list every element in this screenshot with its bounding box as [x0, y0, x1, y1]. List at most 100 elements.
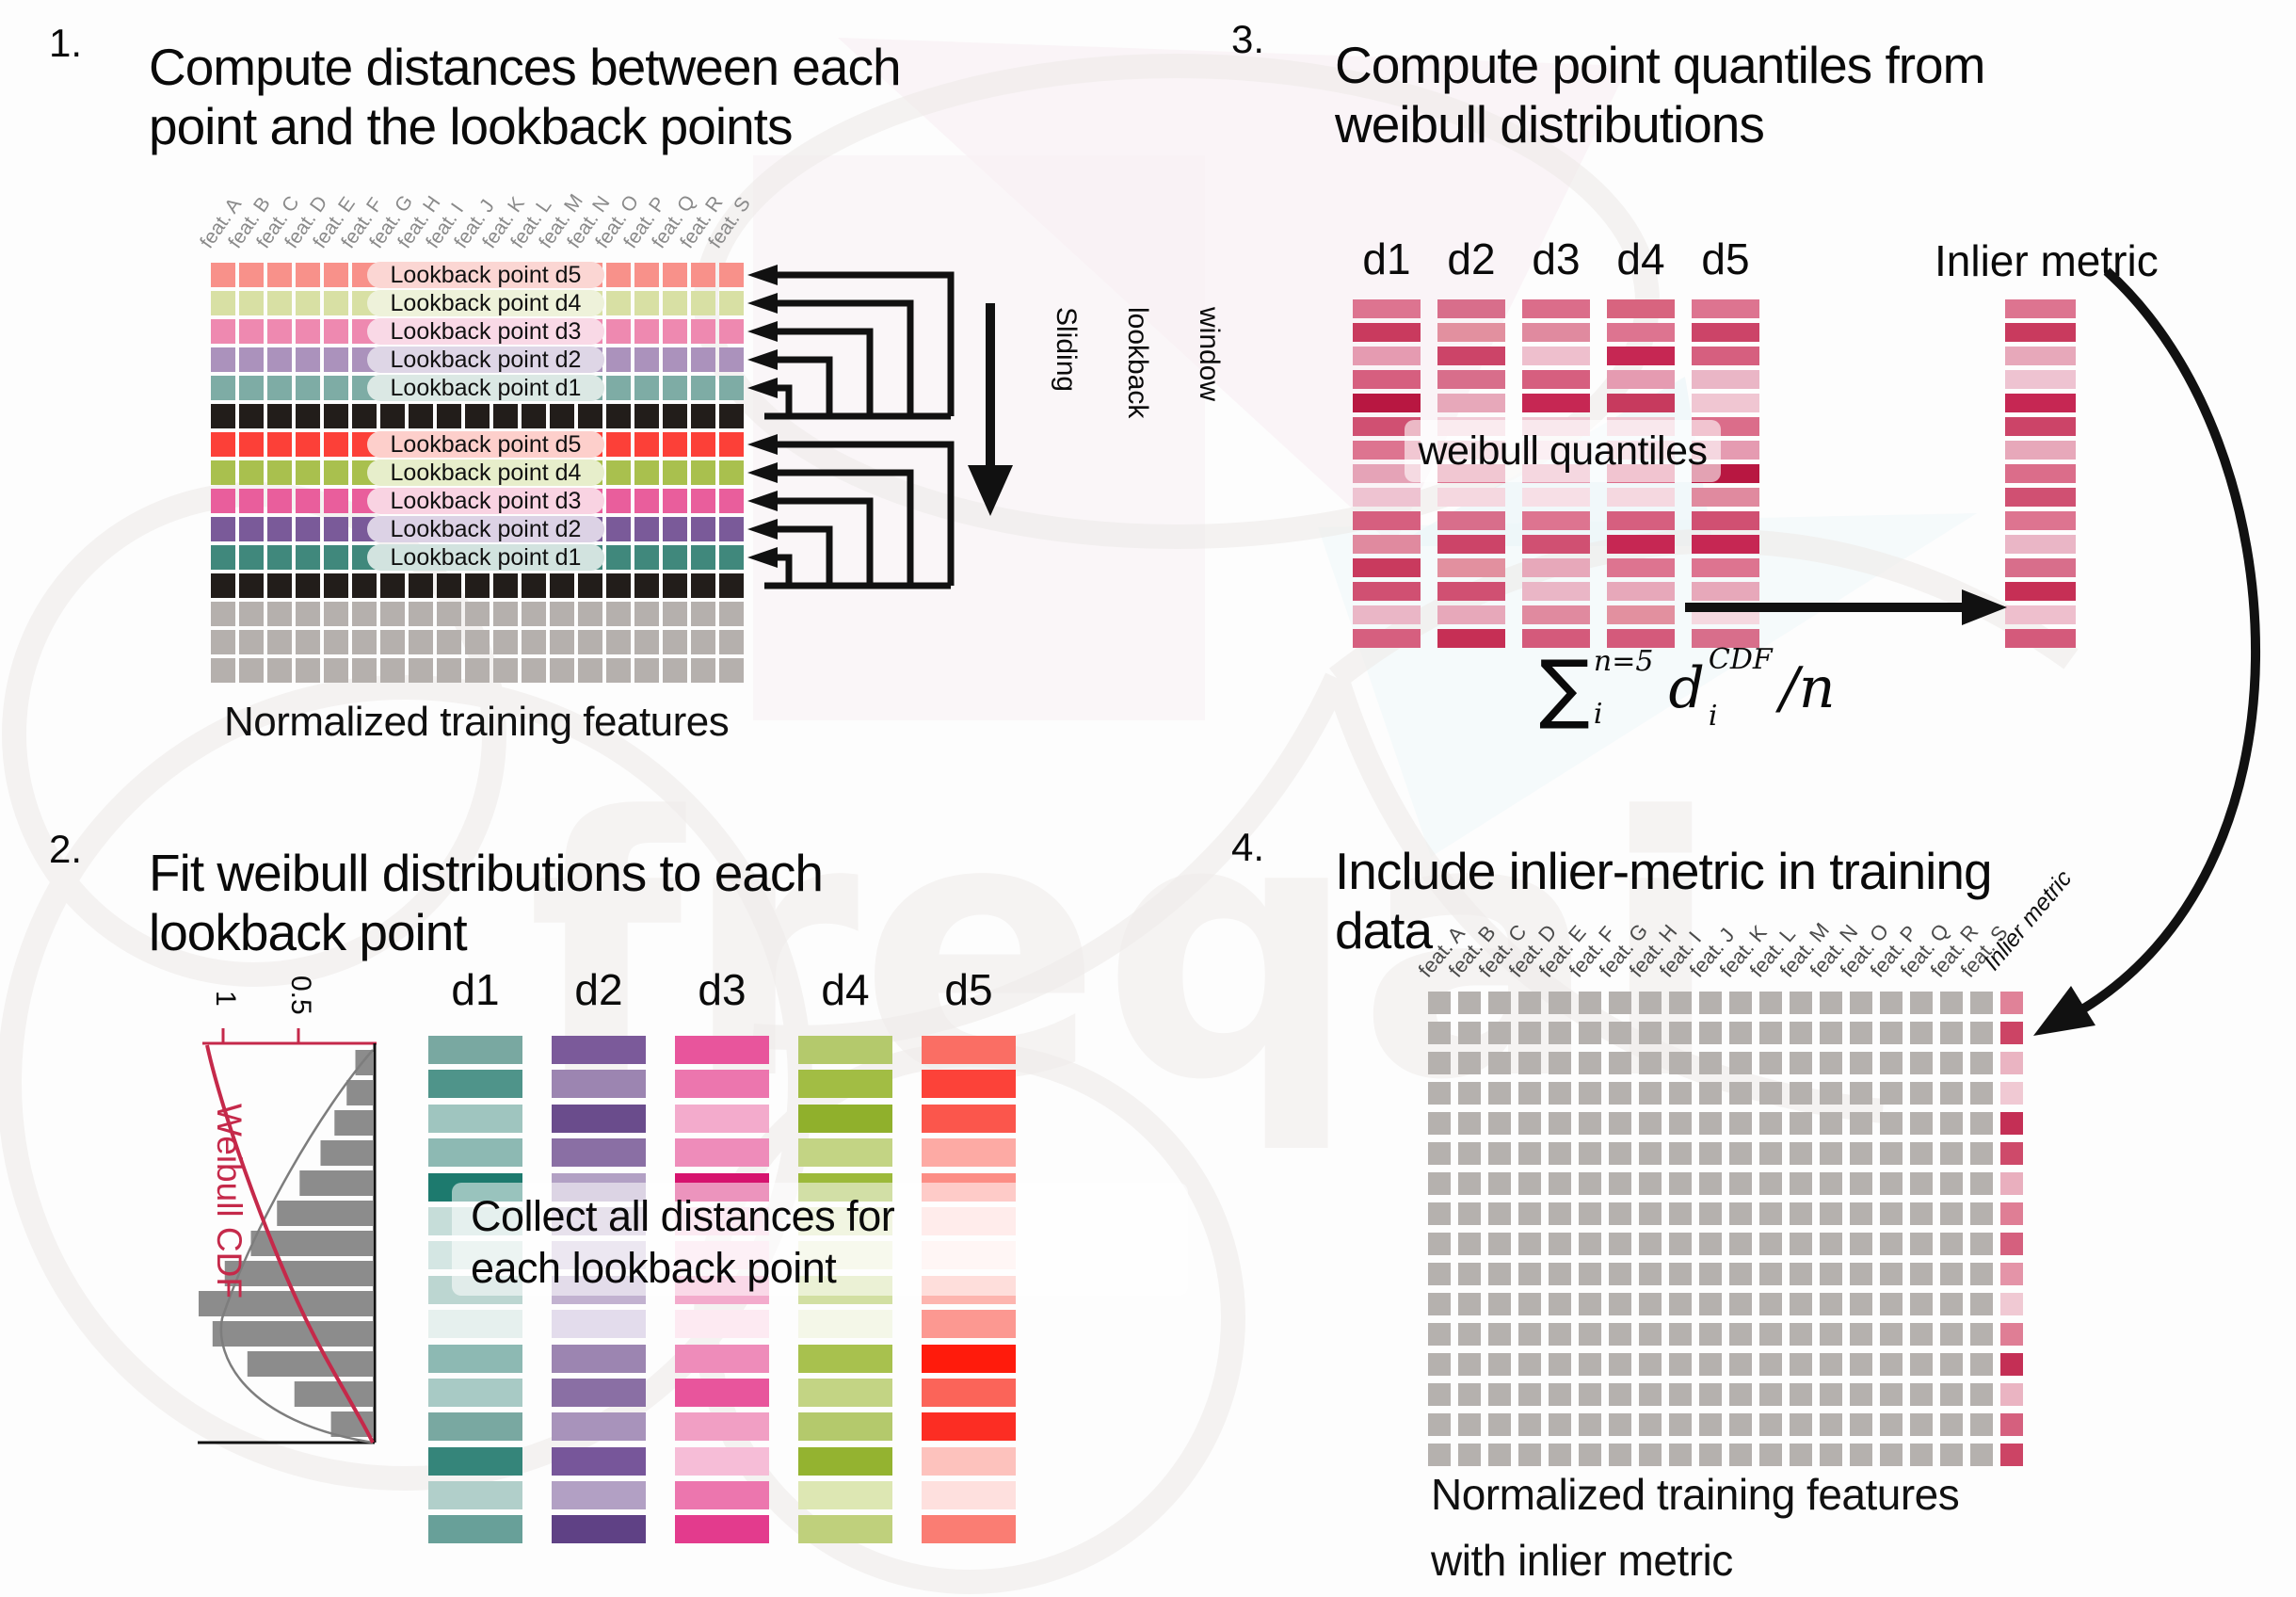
inlier-bar [2005, 299, 2076, 318]
matrix-cell [296, 404, 320, 428]
inlier-cell [2000, 992, 2023, 1014]
weibull-quantiles-note: weibull quantiles [1418, 428, 1708, 474]
matrix-cell [1669, 1172, 1692, 1195]
distance-bar [428, 1378, 522, 1407]
matrix-cell [437, 404, 461, 428]
matrix-cell [239, 263, 264, 287]
distance-bar [922, 1481, 1016, 1510]
matrix-cell [1428, 1202, 1451, 1225]
matrix-cell [1820, 1172, 1842, 1195]
matrix-cell [380, 404, 405, 428]
matrix-cell [1880, 1172, 1903, 1195]
matrix-cell [634, 460, 659, 485]
matrix-cell [1699, 1142, 1722, 1165]
matrix-cell [1549, 1052, 1571, 1074]
distance-bar [428, 1481, 522, 1510]
matrix-cell [211, 545, 235, 570]
matrix-cell [1699, 1082, 1722, 1105]
matrix-cell [1518, 1323, 1541, 1346]
matrix-cell [324, 489, 348, 513]
step3-number: 3. [1231, 17, 1265, 61]
matrix-cell [1458, 1383, 1481, 1406]
inlier-metric-header-3: Inlier metric [1935, 236, 2159, 285]
matrix-cell [352, 602, 377, 626]
matrix-cell [1790, 1413, 1812, 1436]
matrix-cell [578, 404, 602, 428]
matrix-caption-4-line2: with inlier metric [1431, 1536, 1733, 1585]
inlier-cell [2000, 1142, 2023, 1165]
quantile-bar [1437, 629, 1505, 648]
matrix-cell [663, 517, 687, 541]
matrix-cell [691, 347, 715, 372]
matrix-cell [1820, 1233, 1842, 1255]
quantile-bar [1522, 488, 1590, 507]
matrix-cell [296, 489, 320, 513]
matrix-cell [267, 347, 292, 372]
quantile-bar [1437, 323, 1505, 342]
matrix-cell [1609, 1022, 1631, 1044]
step1-title-line1: Compute distances between each [149, 38, 902, 96]
matrix-cell [1790, 1082, 1812, 1105]
lookback-pill: Lookback point d1 [367, 544, 604, 571]
matrix-cell [1759, 1293, 1782, 1315]
step2-title-line1: Fit weibull distributions to each [149, 844, 824, 902]
matrix-cell [239, 517, 264, 541]
matrix-cell [634, 319, 659, 344]
matrix-cell [1729, 1323, 1752, 1346]
distance-bar [798, 1310, 892, 1339]
matrix-cell [1970, 1172, 1993, 1195]
lookback-arrows-group1 [764, 271, 955, 420]
matrix-cell [239, 319, 264, 344]
quantile-bar [1607, 605, 1675, 624]
distance-bar [428, 1446, 522, 1476]
distance-bar [798, 1515, 892, 1544]
matrix-cell [267, 573, 292, 598]
distance-bar [798, 1446, 892, 1476]
matrix-cell [1488, 1233, 1511, 1255]
matrix-cell [296, 263, 320, 287]
matrix-cell [1488, 1383, 1511, 1406]
matrix-cell [239, 545, 264, 570]
inlier-cell [2000, 1172, 2023, 1195]
matrix-cell [1518, 1293, 1541, 1315]
matrix-cell [1579, 1082, 1601, 1105]
matrix-cell [1880, 1202, 1903, 1225]
weibull-tick-1: 1 [210, 991, 241, 1007]
matrix-cell [1669, 1022, 1692, 1044]
distance-bar [798, 1481, 892, 1510]
quantile-bar [1692, 629, 1759, 648]
inlier-cell [2000, 1323, 2023, 1346]
matrix-cell [719, 263, 744, 287]
matrix-cell [211, 263, 235, 287]
matrix-cell [1609, 1202, 1631, 1225]
matrix-cell [380, 658, 405, 683]
matrix-cell [1549, 1353, 1571, 1376]
matrix-cell [606, 347, 631, 372]
matrix-cell [1639, 1444, 1662, 1466]
matrix-cell [267, 517, 292, 541]
matrix-cell [1428, 992, 1451, 1014]
matrix-caption-1: Normalized training features [224, 699, 730, 745]
matrix-cell [324, 347, 348, 372]
distance-bar [675, 1515, 769, 1544]
matrix-cell [239, 432, 264, 457]
dist-header-d1: d1 [451, 965, 500, 1014]
matrix-cell [1518, 1413, 1541, 1436]
inlier-bar [2005, 464, 2076, 483]
collect-note-box [452, 1183, 1188, 1296]
dist-header-d2: d2 [1447, 234, 1496, 283]
distance-bar [428, 1344, 522, 1373]
matrix-cell [1639, 1142, 1662, 1165]
matrix-cell [1970, 1142, 1993, 1165]
matrix-cell [1488, 1202, 1511, 1225]
matrix-cell [1699, 1383, 1722, 1406]
matrix-cell [465, 658, 490, 683]
distance-bar [675, 1378, 769, 1407]
matrix-cell [211, 291, 235, 315]
matrix-cell [1880, 992, 1903, 1014]
matrix-cell [296, 545, 320, 570]
matrix-cell [719, 517, 744, 541]
matrix-cell [1518, 1202, 1541, 1225]
matrix-cell [634, 404, 659, 428]
quantile-bar [1692, 394, 1759, 412]
